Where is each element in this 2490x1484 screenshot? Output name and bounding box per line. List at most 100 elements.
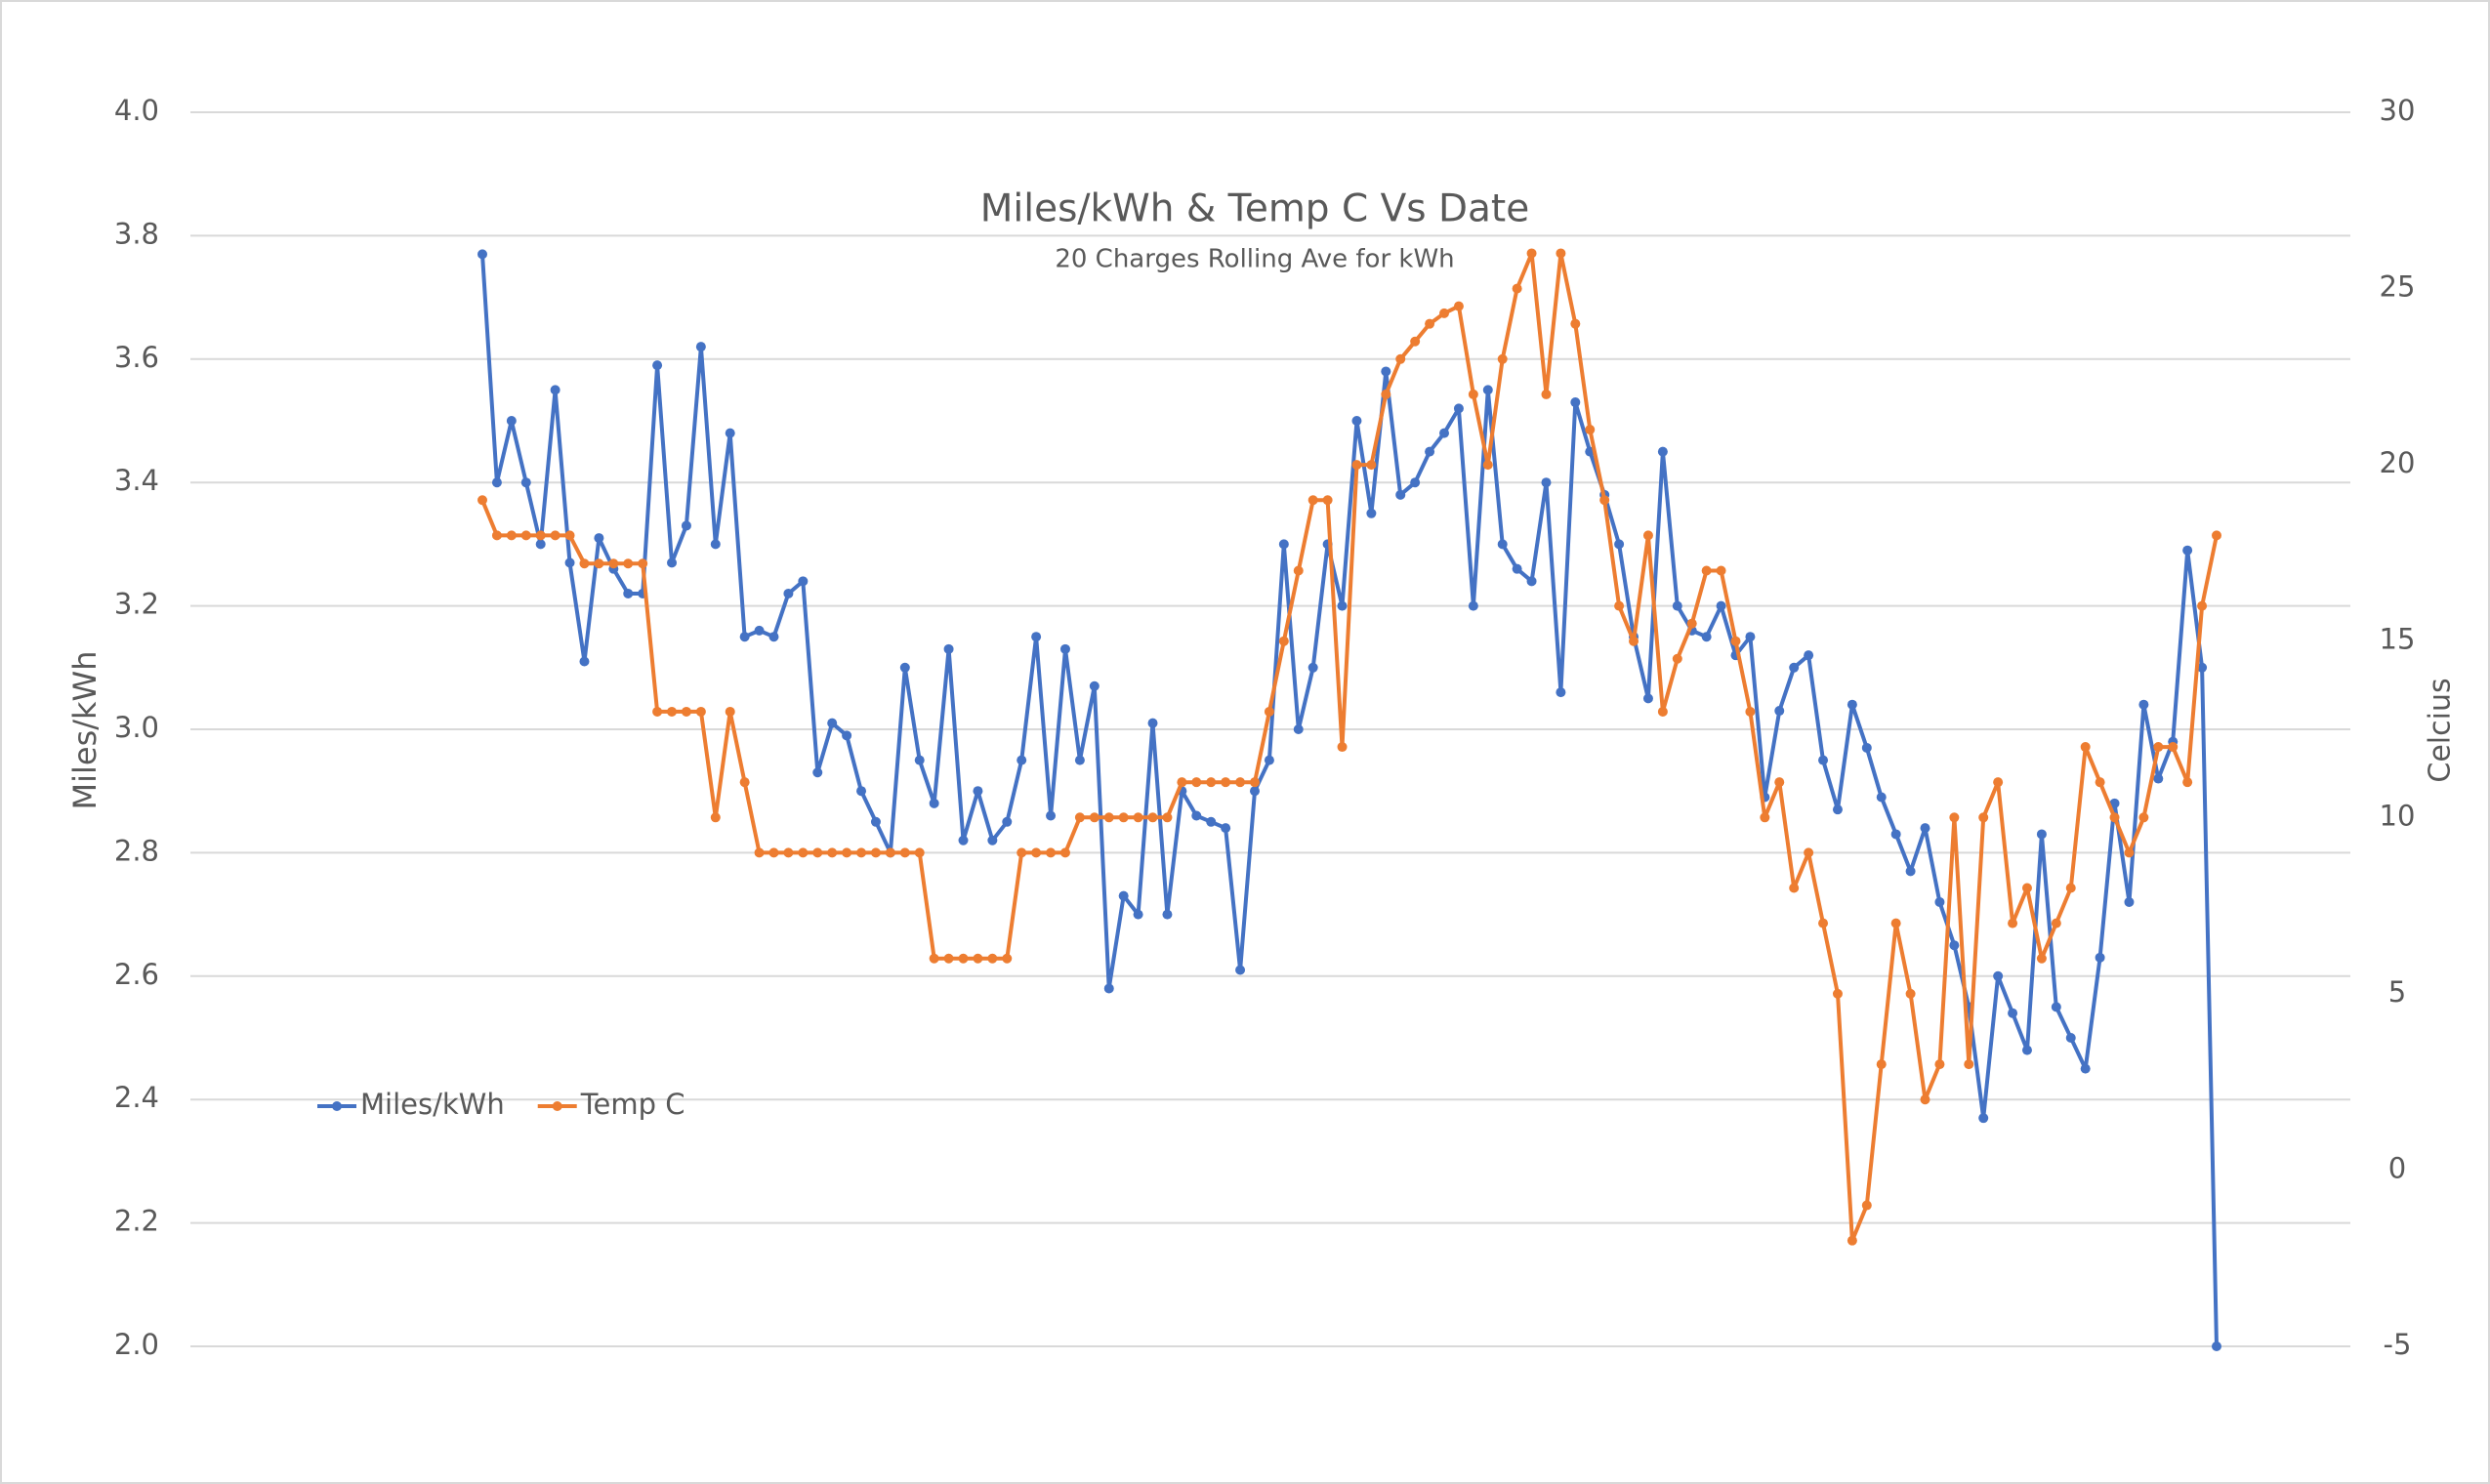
data-point [550,530,560,541]
data-point [783,847,794,858]
data-point [1118,812,1129,823]
data-point [1847,699,1857,710]
data-point [958,835,969,845]
data-point [1657,446,1668,457]
data-point [1366,460,1377,471]
data-point [2153,742,2164,753]
y-axis-title: Miles/kWh [66,651,104,810]
data-point [1556,248,1566,259]
data-point [667,706,678,717]
data-point [899,662,910,673]
data-point [827,718,838,728]
y2-tick-label: -5 [2384,1328,2412,1361]
data-point [958,953,969,964]
data-point [710,539,721,550]
data-point [1642,530,1653,541]
data-point [1206,777,1217,788]
data-point [1337,600,1348,611]
data-point [2008,918,2018,928]
y-tick-label: 2.8 [114,834,159,867]
data-point [856,847,867,858]
y-tick-label: 3.0 [114,711,159,744]
data-point [2036,953,2047,964]
data-point [1468,600,1478,611]
data-point [754,625,765,636]
data-point [2168,742,2179,753]
data-point [1599,495,1610,506]
data-point [929,953,939,964]
data-point [667,557,678,568]
data-point [1760,812,1770,823]
data-point [1556,687,1566,698]
data-point [973,953,983,964]
y-tick-label: 2.2 [114,1205,159,1238]
y2-tick-label: 30 [2380,94,2416,127]
data-point [1425,318,1435,329]
data-point [1745,632,1756,642]
data-point [1541,389,1552,399]
data-point [1993,777,2004,788]
chart-title: Miles/kWh & Temp C Vs Date [980,187,1529,231]
data-point [579,656,590,667]
y-tick-label: 3.8 [114,217,159,250]
data-point [1221,777,1231,788]
data-point [594,558,604,569]
data-point [1934,1059,1945,1070]
data-point [1031,847,1042,858]
data-point [1395,489,1406,500]
legend-marker [552,1101,562,1111]
data-point [812,847,823,858]
data-point [1920,823,1930,834]
data-point [520,530,531,541]
y-tick-label: 3.4 [114,464,159,497]
y-tick-label: 2.4 [114,1081,159,1114]
data-point [870,816,881,827]
data-point [1118,890,1129,901]
data-point [1031,632,1042,642]
data-point [1541,477,1552,488]
data-point [1832,804,1843,815]
data-point [2109,812,2120,823]
data-point [1745,706,1756,717]
data-point [2021,1045,2032,1055]
data-point [1147,718,1158,728]
data-point [1890,918,1901,928]
data-point [739,632,750,642]
data-point [1861,1200,1872,1211]
data-point [564,557,575,568]
data-point [1949,940,1960,951]
y-tick-label: 4.0 [114,94,159,127]
data-point [1191,810,1202,821]
data-point [1614,600,1625,611]
data-point [842,730,852,741]
data-point [1351,416,1362,426]
data-point [1657,706,1668,717]
y2-tick-label: 25 [2380,270,2416,304]
data-point [1818,918,1829,928]
data-point [1861,742,1872,753]
legend-label: Temp C [580,1088,685,1121]
data-point [739,777,750,788]
data-point [652,360,663,371]
data-point [1774,706,1785,717]
data-point [535,530,546,541]
data-point [1570,397,1581,408]
data-point [1293,724,1304,734]
data-point [1264,755,1274,765]
data-point [783,588,794,598]
data-point [1264,706,1274,717]
data-point [1425,446,1435,457]
data-point [1059,847,1070,858]
data-point [987,953,998,964]
data-point [2197,600,2208,611]
data-point [1497,539,1508,550]
data-point [1497,353,1508,364]
data-point [477,249,487,260]
data-point [827,847,838,858]
data-point [2095,777,2105,788]
data-point [1133,812,1143,823]
data-point [1046,847,1057,858]
data-point [1789,662,1800,673]
data-point [1162,812,1173,823]
